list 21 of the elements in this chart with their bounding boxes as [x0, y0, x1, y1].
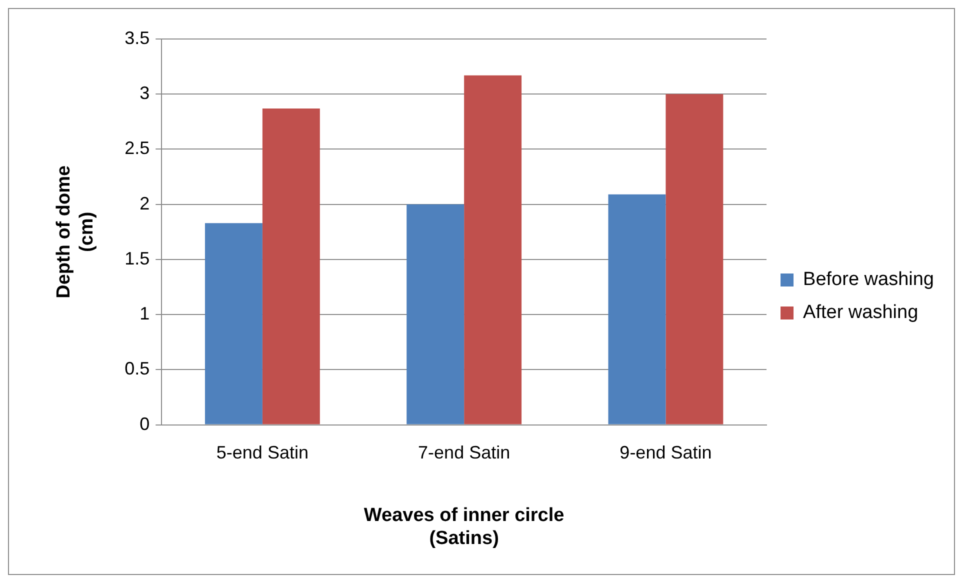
bar	[262, 108, 320, 424]
legend-label: Before washing	[803, 269, 934, 290]
y-tick-label: 0.5	[124, 358, 150, 379]
y-axis-title: Depth of dome (cm)	[54, 165, 98, 298]
y-tick-label: 3	[140, 83, 150, 104]
bar	[406, 204, 464, 424]
y-tick-label: 2	[140, 193, 150, 214]
y-tick-label: 1.5	[124, 248, 150, 268]
x-tick-label: 9-end Satin	[620, 442, 712, 463]
bar	[608, 194, 666, 424]
x-tick-label: 5-end Satin	[216, 442, 308, 463]
y-tick-label: 0	[140, 414, 150, 434]
x-axis-title: Weaves of inner circle (Satins)	[364, 505, 564, 549]
bar	[464, 75, 522, 424]
y-tick-label: 3.5	[124, 28, 150, 48]
legend-label: After washing	[803, 302, 918, 324]
y-tick-label: 2.5	[124, 138, 150, 158]
x-tick-label: 7-end Satin	[418, 442, 510, 463]
bar	[666, 94, 724, 424]
bar	[204, 223, 262, 424]
y-tick-label: 1	[140, 304, 150, 324]
